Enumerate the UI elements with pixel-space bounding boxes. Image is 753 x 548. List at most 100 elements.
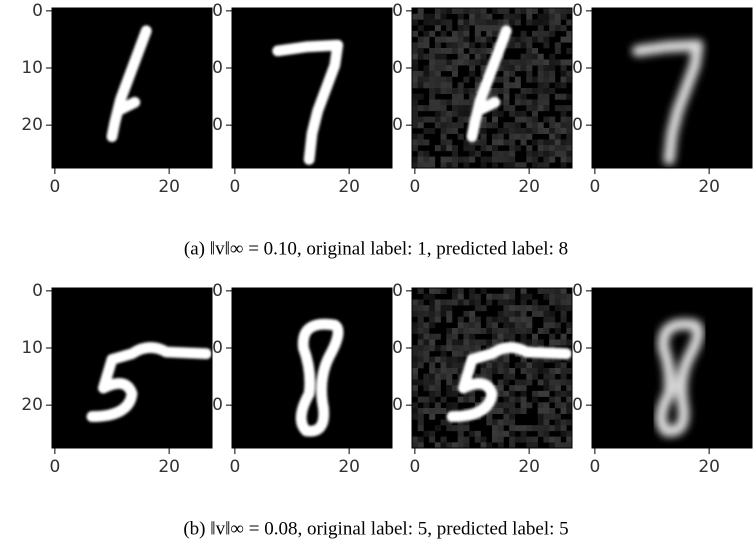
noise-pixel bbox=[538, 99, 544, 105]
noise-pixel bbox=[543, 99, 549, 105]
y-tick-label: 10 bbox=[21, 58, 43, 78]
noise-pixel bbox=[429, 431, 435, 437]
noise-pixel bbox=[412, 162, 418, 168]
noise-pixel bbox=[463, 105, 469, 111]
noise-pixel bbox=[549, 288, 555, 294]
noise-pixel bbox=[463, 425, 469, 431]
noise-pixel bbox=[521, 368, 527, 374]
noise-pixel bbox=[543, 117, 549, 123]
noise-pixel bbox=[521, 59, 527, 65]
noise-pixel bbox=[446, 379, 452, 385]
noise-pixel bbox=[521, 117, 527, 123]
noise-pixel bbox=[561, 334, 567, 340]
x-tick-label: 20 bbox=[158, 457, 180, 477]
noise-pixel bbox=[503, 374, 509, 380]
noise-pixel bbox=[412, 117, 418, 123]
noise-pixel bbox=[555, 105, 561, 111]
x-tick-label: 0 bbox=[409, 177, 420, 197]
noise-pixel bbox=[543, 294, 549, 300]
noise-pixel bbox=[423, 42, 429, 48]
noise-pixel bbox=[538, 82, 544, 88]
noise-pixel bbox=[549, 294, 555, 300]
x-tick-label: 20 bbox=[158, 177, 180, 197]
noise-pixel bbox=[435, 408, 441, 414]
noise-pixel bbox=[561, 379, 567, 385]
noise-pixel bbox=[423, 117, 429, 123]
noise-pixel bbox=[521, 362, 527, 368]
noise-pixel bbox=[463, 339, 469, 345]
noise-pixel bbox=[538, 14, 544, 20]
noise-pixel bbox=[561, 305, 567, 311]
noise-pixel bbox=[446, 328, 452, 334]
noise-pixel bbox=[555, 328, 561, 334]
noise-pixel bbox=[492, 368, 498, 374]
noise-pixel bbox=[543, 14, 549, 20]
noise-pixel bbox=[498, 391, 504, 397]
noise-pixel bbox=[423, 334, 429, 340]
noise-pixel bbox=[429, 299, 435, 305]
noise-pixel bbox=[418, 345, 424, 351]
noise-pixel bbox=[446, 82, 452, 88]
noise-pixel bbox=[503, 431, 509, 437]
noise-pixel bbox=[549, 311, 555, 317]
noise-pixel bbox=[441, 8, 447, 14]
noise-pixel bbox=[515, 99, 521, 105]
noise-pixel bbox=[532, 437, 538, 443]
noise-pixel bbox=[475, 25, 481, 31]
noise-pixel bbox=[458, 88, 464, 94]
noise-pixel bbox=[418, 54, 424, 60]
noise-pixel bbox=[481, 139, 487, 145]
noise-pixel bbox=[509, 14, 515, 20]
noise-pixel bbox=[555, 128, 561, 134]
noise-pixel bbox=[435, 357, 441, 363]
noise-pixel bbox=[555, 59, 561, 65]
noise-pixel bbox=[458, 157, 464, 163]
noise-pixel bbox=[418, 299, 424, 305]
noise-pixel bbox=[532, 122, 538, 128]
noise-pixel bbox=[532, 442, 538, 448]
noise-pixel bbox=[475, 54, 481, 60]
noise-pixel bbox=[441, 157, 447, 163]
noise-pixel bbox=[498, 442, 504, 448]
noise-pixel bbox=[441, 37, 447, 43]
noise-pixel bbox=[509, 334, 515, 340]
noise-pixel bbox=[515, 162, 521, 168]
y-tick-label: 0 bbox=[212, 281, 223, 301]
noise-pixel bbox=[503, 14, 509, 20]
noise-pixel bbox=[446, 362, 452, 368]
noise-pixel bbox=[549, 71, 555, 77]
noise-pixel bbox=[446, 99, 452, 105]
noise-pixel bbox=[463, 99, 469, 105]
noise-pixel bbox=[521, 357, 527, 363]
noise-pixel bbox=[469, 334, 475, 340]
noise-pixel bbox=[481, 328, 487, 334]
noise-pixel bbox=[555, 397, 561, 403]
noise-pixel bbox=[538, 139, 544, 145]
noise-pixel bbox=[498, 299, 504, 305]
noise-pixel bbox=[429, 437, 435, 443]
noise-pixel bbox=[446, 128, 452, 134]
noise-pixel bbox=[503, 419, 509, 425]
noise-pixel bbox=[503, 82, 509, 88]
noise-pixel bbox=[498, 311, 504, 317]
noise-pixel bbox=[561, 122, 567, 128]
noise-pixel bbox=[561, 299, 567, 305]
noise-pixel bbox=[498, 368, 504, 374]
noise-pixel bbox=[452, 299, 458, 305]
noise-pixel bbox=[549, 88, 555, 94]
noise-pixel bbox=[503, 162, 509, 168]
noise-pixel bbox=[549, 368, 555, 374]
noise-pixel bbox=[435, 379, 441, 385]
noise-pixel bbox=[452, 442, 458, 448]
noise-pixel bbox=[492, 328, 498, 334]
noise-pixel bbox=[481, 134, 487, 140]
noise-pixel bbox=[561, 419, 567, 425]
noise-pixel bbox=[566, 305, 572, 311]
noise-pixel bbox=[475, 48, 481, 54]
noise-pixel bbox=[423, 71, 429, 77]
noise-pixel bbox=[452, 402, 458, 408]
noise-pixel bbox=[549, 334, 555, 340]
noise-pixel bbox=[441, 288, 447, 294]
noise-pixel bbox=[412, 328, 418, 334]
noise-pixel bbox=[458, 122, 464, 128]
